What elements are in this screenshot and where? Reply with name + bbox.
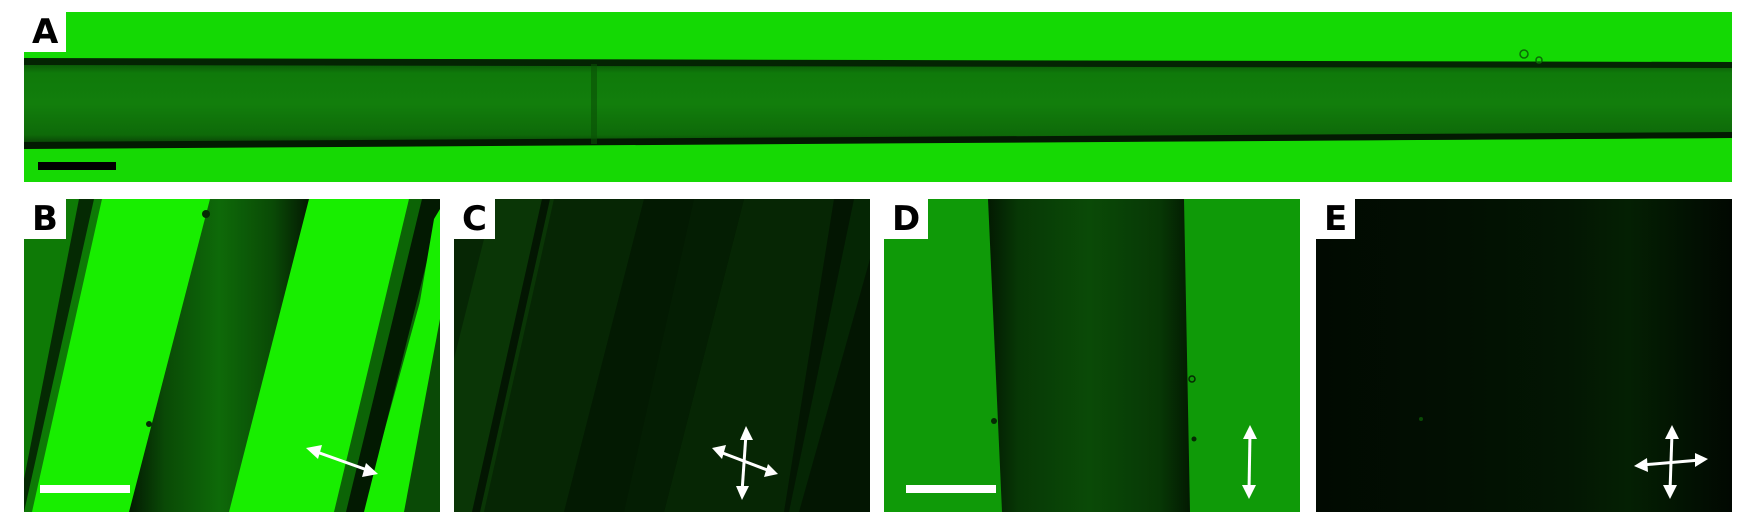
scale-bar-d [906, 485, 996, 493]
scale-bar-a [38, 162, 116, 170]
panel-d-image [884, 199, 1300, 512]
panel-e: E [1316, 199, 1732, 512]
panel-label-e: E [1316, 199, 1356, 239]
double-arrow-diagonal-icon [306, 445, 378, 477]
panel-label-d: D [884, 199, 929, 239]
panel-c: C [454, 199, 870, 512]
panel-a: A [24, 12, 1732, 182]
panel-label-c: C [454, 199, 495, 239]
panel-d: D [884, 199, 1300, 512]
double-arrow-vertical-icon [1242, 425, 1257, 499]
panel-b: B [24, 199, 440, 512]
panel-b-image [24, 199, 440, 512]
scale-bar-b [40, 485, 130, 493]
crossed-arrows-icon [712, 426, 778, 500]
panel-a-image [24, 12, 1732, 182]
panel-e-image [1316, 199, 1732, 512]
panel-label-a: A [24, 12, 67, 52]
panel-c-image [454, 199, 870, 512]
panel-label-b: B [24, 199, 66, 239]
crossed-arrows-icon [1634, 425, 1708, 499]
